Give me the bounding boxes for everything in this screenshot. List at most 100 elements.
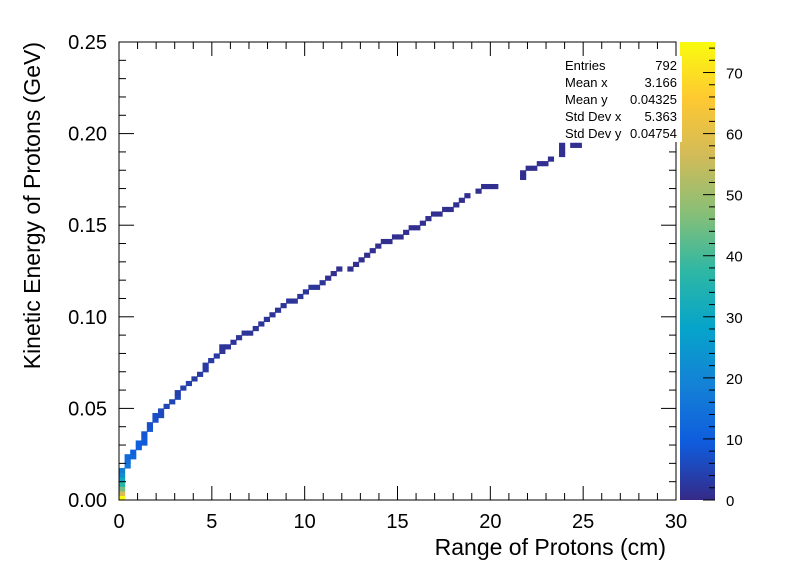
- heatmap-cell: [235, 335, 243, 341]
- heatmap-cell: [536, 161, 543, 167]
- heatmap-cell: [436, 211, 443, 217]
- heatmap-cell: [247, 330, 254, 336]
- heatmap-cell: [146, 422, 154, 428]
- x-tick-label: 25: [572, 511, 594, 533]
- heatmap-cell: [319, 280, 326, 286]
- heatmap-cell: [386, 238, 393, 245]
- stats-value: 0.04325: [630, 92, 677, 107]
- y-tick-label: 0.05: [68, 398, 107, 420]
- heatmap-cell: [297, 293, 304, 300]
- heatmap-cell: [269, 312, 276, 318]
- heatmap-cell: [419, 220, 426, 226]
- heatmap-cell: [425, 216, 432, 222]
- heatmap-cell: [119, 477, 126, 483]
- heatmap-cell: [230, 339, 237, 345]
- colorbar-tick-label: 20: [726, 371, 743, 388]
- heatmap-cell: [369, 248, 376, 254]
- stats-value: 3.166: [644, 75, 677, 90]
- heatmap-cell: [364, 252, 371, 258]
- y-tick-label: 0.20: [68, 124, 107, 146]
- heatmap-cell: [208, 358, 215, 364]
- heatmap-cell: [119, 467, 126, 474]
- heatmap-cell: [119, 490, 126, 497]
- heatmap-cell: [559, 142, 566, 148]
- heatmap-cell: [124, 463, 131, 469]
- y-tick-label: 0.15: [68, 215, 107, 237]
- y-axis: 0.00 0.05 0.10 0.15 0.20 0.25: [68, 32, 676, 512]
- heatmap-cell: [481, 183, 488, 190]
- stats-label: Mean y: [565, 92, 608, 107]
- heatmap-cell: [124, 458, 131, 464]
- x-tick-label: 20: [479, 511, 501, 533]
- heatmap-cell: [219, 344, 226, 350]
- heatmap-cell: [486, 183, 493, 190]
- heatmap-cell: [202, 367, 209, 373]
- heatmap-cell: [174, 394, 181, 400]
- heatmap-cell: [575, 142, 582, 148]
- colorbar: 0 10 20 30 40 50 60 70: [680, 42, 743, 510]
- stats-box-background: [560, 56, 682, 142]
- stats-label: Std Dev y: [565, 126, 622, 141]
- y-tick-label: 0.00: [68, 490, 107, 512]
- x-axis: 0 5 10 15 20 25 30: [113, 42, 687, 533]
- y-tick-label: 0.25: [68, 32, 107, 54]
- colorbar-tick-label: 30: [726, 310, 743, 327]
- heatmap-cell: [313, 284, 321, 290]
- y-axis-title: Kinetic Energy of Protons (GeV): [19, 42, 45, 369]
- stats-label: Entries: [565, 58, 606, 73]
- heatmap-cell: [458, 197, 465, 203]
- stats-box: Entries 792 Mean x 3.166 Mean y 0.04325 Std De…: [560, 56, 682, 142]
- colorbar-tick-label: 40: [726, 249, 743, 266]
- heatmap-cell: [380, 238, 387, 245]
- colorbar-tick-label: 70: [726, 66, 743, 83]
- x-tick-label: 10: [294, 511, 316, 533]
- heatmap-cell: [397, 234, 404, 240]
- stats-label: Mean x: [565, 75, 608, 90]
- x-tick-label: 5: [206, 511, 217, 533]
- stats-value: 792: [655, 58, 677, 73]
- heatmap-cell: [191, 376, 198, 382]
- heatmap-cell: [520, 170, 527, 176]
- colorbar-tick-label: 50: [726, 188, 743, 205]
- heatmap-cell: [163, 403, 170, 409]
- heatmap-cell: [130, 454, 137, 460]
- heatmap-cell: [525, 165, 532, 171]
- heatmap-cell: [475, 188, 482, 194]
- heatmap-cell: [302, 289, 309, 295]
- colorbar-gradient: [680, 42, 715, 500]
- heatmap-cell: [219, 348, 226, 355]
- x-tick-label: 30: [665, 511, 687, 533]
- x-axis-title: Range of Protons (cm): [435, 534, 666, 560]
- heatmap-cell: [180, 385, 187, 391]
- heatmap-cell: [130, 449, 137, 455]
- heatmap-cell: [391, 234, 399, 240]
- colorbar-tick-label: 0: [726, 493, 734, 510]
- heatmap-cell: [570, 142, 577, 148]
- heatmap-cell: [135, 440, 142, 446]
- heatmap-cell: [492, 183, 499, 190]
- heatmap-cell: [414, 225, 421, 231]
- heatmap-cell: [464, 193, 471, 199]
- heatmap-cell: [542, 161, 549, 167]
- stats-value: 5.363: [644, 109, 677, 124]
- heatmap-cell: [547, 156, 555, 162]
- heatmap-cell: [152, 412, 159, 419]
- heatmap-cell: [119, 472, 126, 478]
- heatmap-cell: [119, 481, 126, 487]
- heatmap-cell: [291, 298, 298, 304]
- heatmap-cell: [308, 284, 315, 290]
- colorbar-tick-label: 10: [726, 432, 743, 449]
- heatmap-cell: [447, 206, 454, 213]
- heatmap-cell: [347, 266, 354, 272]
- heatmap-cell: [375, 243, 382, 249]
- heatmap-cell: [141, 435, 148, 442]
- heatmap-cell: [135, 445, 142, 451]
- heatmap-cell: [213, 353, 220, 359]
- heatmap-cell: [157, 408, 165, 414]
- heatmap-cell: [430, 211, 438, 217]
- heatmap-cell: [330, 271, 337, 277]
- y-tick-label: 0.10: [68, 307, 107, 329]
- heatmap-cell: [263, 316, 270, 322]
- stats-label: Std Dev x: [565, 109, 622, 124]
- heatmap-cell: [174, 390, 181, 396]
